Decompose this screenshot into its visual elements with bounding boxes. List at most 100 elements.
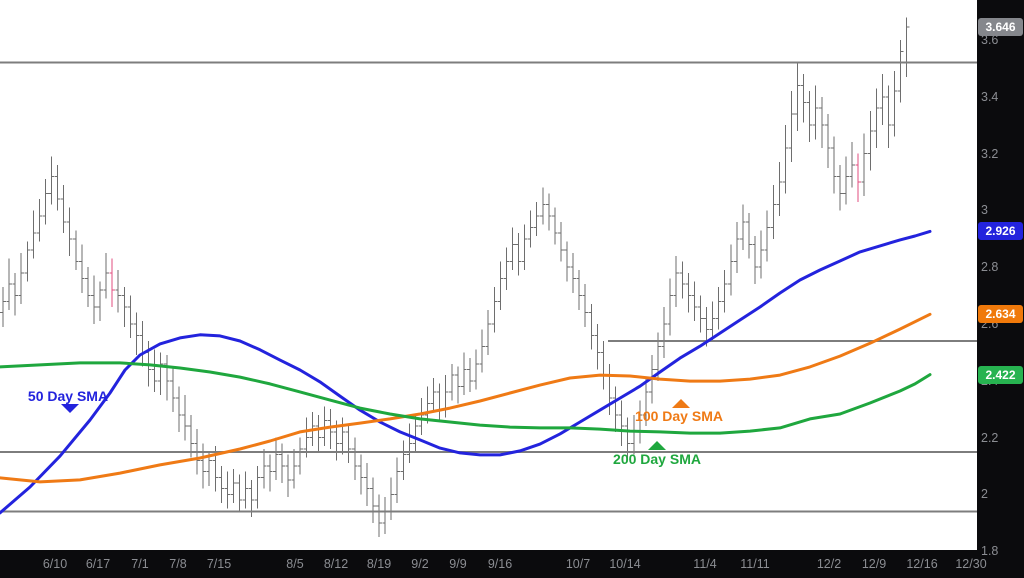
time-tick-label: 12/9	[861, 557, 887, 571]
time-tick-label: 11/4	[693, 557, 717, 571]
ohlc-bar	[339, 417, 346, 455]
ohlc-bar	[752, 236, 758, 285]
ohlc-bar	[48, 156, 55, 205]
ohlc-bar	[819, 96, 825, 148]
ohlc-bar	[576, 270, 582, 310]
ohlc-bar	[885, 85, 892, 148]
ohlc-bar	[164, 355, 170, 401]
ohlc-bar	[897, 40, 904, 103]
chart-canvas[interactable]	[0, 0, 977, 550]
ohlc-bar	[673, 255, 679, 307]
ohlc-bar	[746, 213, 752, 259]
ohlc-bar	[285, 454, 291, 498]
ohlc-bar	[406, 423, 413, 464]
ohlc-bar	[418, 397, 425, 435]
ohlc-bar	[370, 477, 376, 523]
ohlc-bar	[612, 386, 619, 432]
ohlc-bar	[740, 204, 746, 251]
ohlc-bar	[291, 449, 297, 489]
ohlc-bar	[12, 272, 18, 316]
ohlc-bar	[527, 210, 534, 248]
time-tick-label: 6/10	[42, 557, 68, 571]
time-tick-label: 11/11	[740, 557, 770, 571]
ohlc-bar	[412, 414, 419, 452]
ohlc-bar	[121, 287, 128, 327]
time-tick-label: 7/1	[131, 557, 149, 571]
ohlc-bar	[66, 207, 73, 256]
ohlc-bar	[364, 463, 370, 506]
ohlc-bar	[224, 471, 231, 509]
ohlc-bar	[764, 210, 770, 262]
ohlc-bar	[540, 187, 546, 225]
ohlc-bar	[109, 258, 115, 307]
chart-plot-area[interactable]: 50 Day SMA 100 Day SMA 200 Day SMA	[0, 0, 977, 550]
ohlc-bar	[127, 295, 134, 339]
ohlc-bar	[497, 261, 504, 310]
ohlc-bar	[533, 201, 540, 236]
ohlc-bar	[267, 454, 273, 492]
ohlc-bar	[6, 258, 12, 310]
ohlc-bar	[849, 142, 855, 188]
ohlc-bar	[273, 437, 279, 481]
ohlc-bar	[831, 136, 837, 194]
sma50-triangle-down-icon	[61, 404, 79, 413]
ohlc-bar	[36, 199, 43, 242]
ohlc-bar	[594, 324, 601, 370]
ohlc-bar	[79, 244, 85, 293]
time-tick-label: 7/8	[169, 557, 187, 571]
last-price-badge: 2.634	[978, 305, 1023, 324]
ohlc-bar	[776, 162, 783, 217]
time-tick-label: 7/15	[206, 557, 232, 571]
ohlc-bar	[624, 417, 631, 461]
ohlc-bar	[424, 386, 431, 424]
ohlc-bar	[151, 349, 158, 393]
ohlc-bar	[188, 414, 194, 458]
ohlc-bar	[54, 165, 61, 211]
price-tick-label: 3.6	[981, 33, 999, 47]
sma-50-line	[0, 229, 932, 515]
ohlc-bar	[327, 409, 334, 449]
ohlc-bar	[491, 287, 498, 333]
ohlc-bar	[236, 474, 243, 512]
time-tick-label: 10/7	[565, 557, 591, 571]
ohlc-bar	[879, 74, 886, 126]
time-tick-label: 9/2	[411, 557, 429, 571]
ohlc-bar	[564, 241, 570, 282]
ohlc-bar	[643, 378, 649, 427]
ohlc-bar	[691, 281, 698, 322]
ohlc-bar	[242, 471, 249, 509]
ohlc-bar	[788, 91, 795, 163]
ohlc-bar	[485, 309, 491, 356]
ohlc-bar	[394, 457, 400, 503]
ohlc-bar	[388, 477, 394, 520]
ohlc-bar	[442, 375, 449, 418]
ohlc-bar	[18, 253, 24, 305]
ohlc-bar	[30, 210, 37, 259]
time-tick-label: 10/14	[609, 557, 641, 571]
time-tick-label: 9/16	[487, 557, 513, 571]
ohlc-bar	[139, 321, 146, 367]
time-tick-label: 12/30	[955, 557, 987, 571]
ohlc-bar	[42, 179, 49, 225]
ohlc-bar	[552, 207, 558, 245]
time-tick-label: 8/19	[366, 557, 392, 571]
ohlc-bar	[382, 497, 388, 535]
ohlc-bar	[867, 111, 874, 171]
price-tick-label: 2.8	[981, 260, 999, 275]
ohlc-bar	[697, 295, 704, 333]
ohlc-bar	[588, 304, 595, 350]
price-axis[interactable]: 3.63.43.232.82.62.42.221.83.6462.9262.63…	[977, 0, 1024, 578]
time-axis[interactable]: 6/10 6/17 7/1 7/8 7/15 8/5 8/12 8/19 9/2 9/9 9/16 1…	[0, 550, 987, 578]
ohlc-bar	[279, 443, 285, 483]
ohlc-bar	[200, 443, 206, 489]
last-price-badge: 2.926	[978, 222, 1023, 241]
time-tick-label: 9/9	[449, 557, 467, 571]
ohlc-bar	[758, 230, 764, 279]
sma50-label: 50 Day SMA	[27, 388, 109, 404]
price-tick-label: 3.2	[981, 146, 999, 161]
ohlc-bar	[618, 400, 625, 447]
ohlc-bar	[321, 406, 328, 447]
ohlc-bar	[436, 383, 443, 421]
sma-200-line	[0, 361, 932, 435]
sma100-label: 100 Day SMA	[635, 408, 723, 424]
